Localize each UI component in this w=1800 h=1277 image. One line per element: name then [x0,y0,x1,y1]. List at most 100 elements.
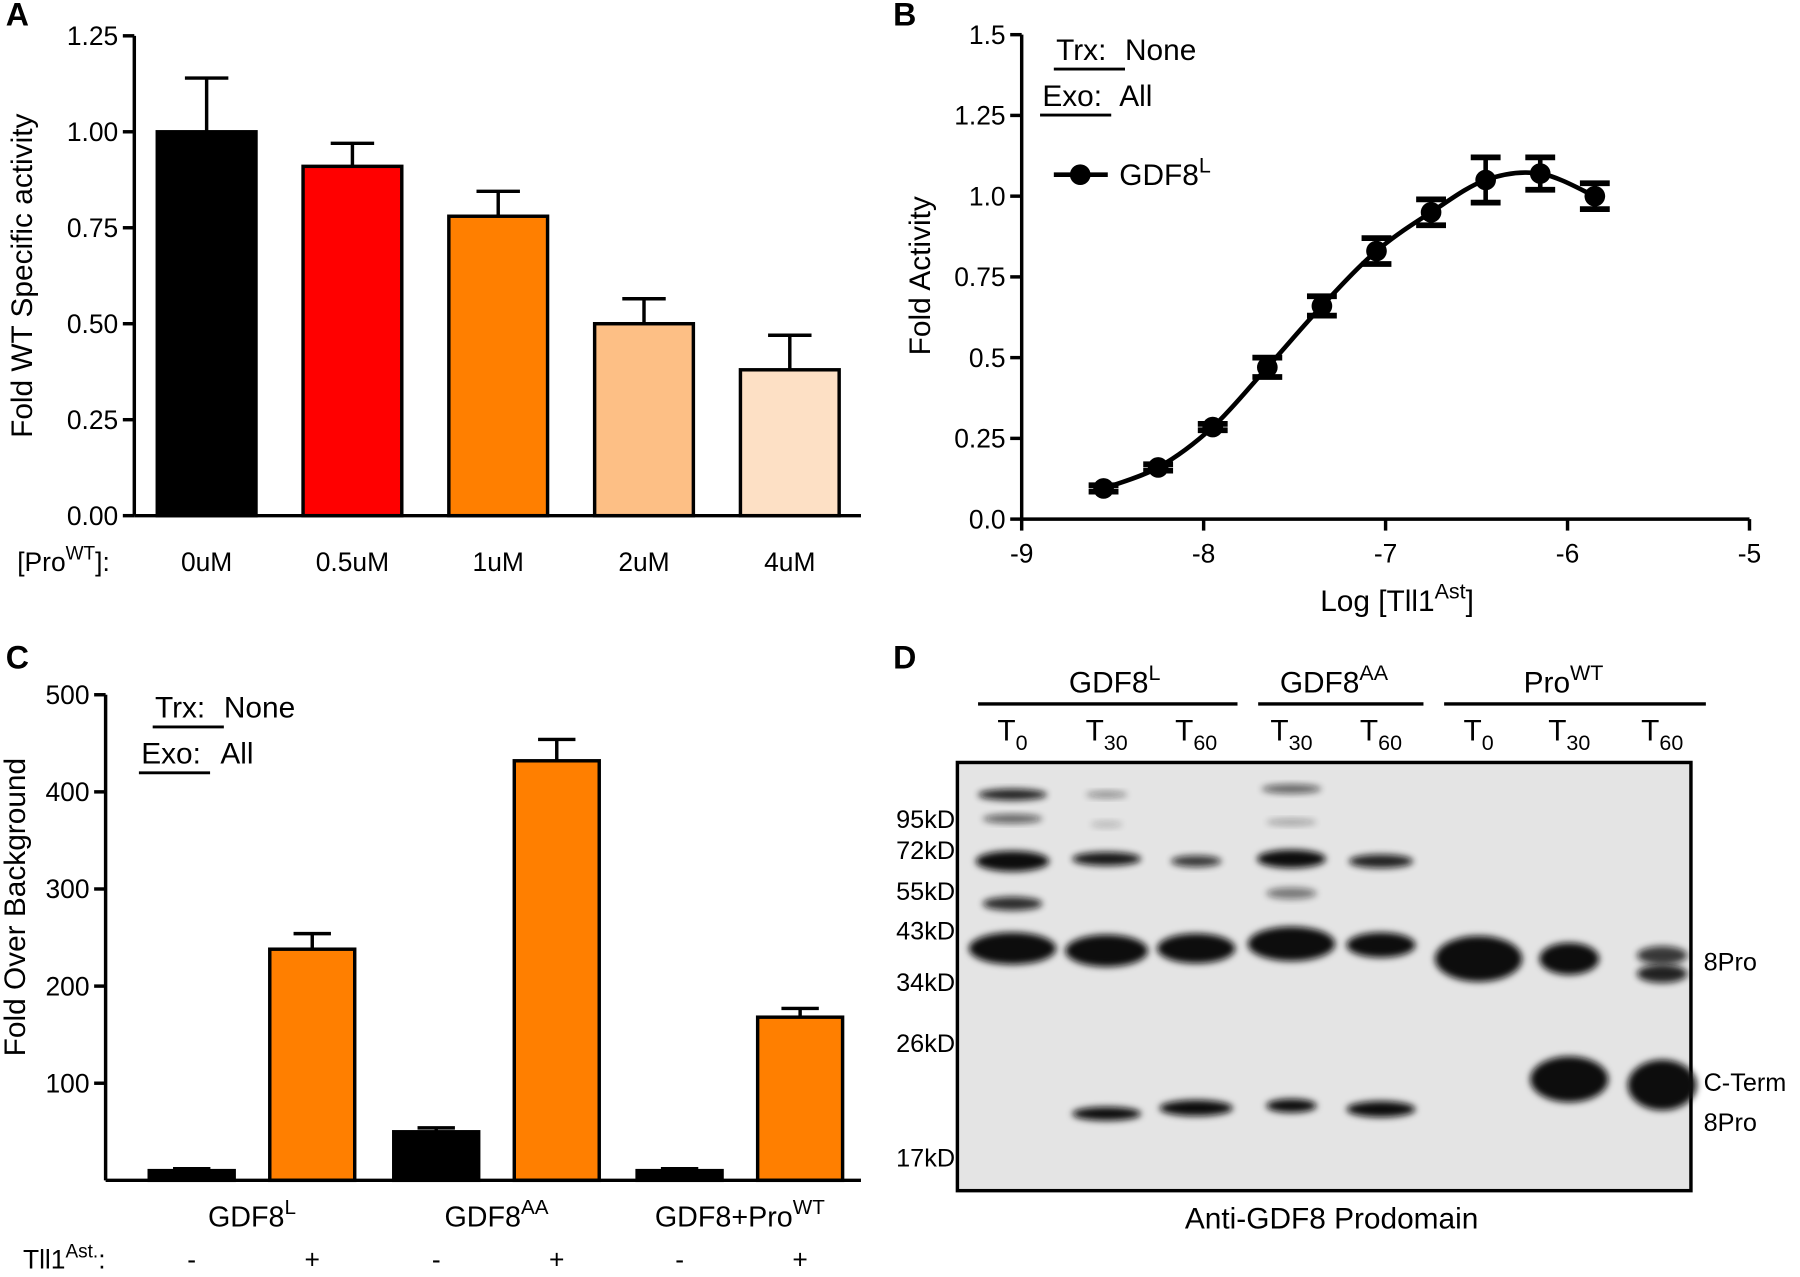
x-tick-label: - [187,1245,196,1275]
group-label: GDF8+ProWT [655,1196,825,1233]
blot-band [1346,932,1416,958]
annotation-text: All [1119,80,1152,113]
point [1256,356,1278,378]
y-tick-label: 300 [45,874,89,904]
band-label: 8Pro [1704,1109,1757,1137]
marker-label: 43kD [896,917,955,945]
marker-label: 17kD [896,1145,955,1173]
blot-band [1636,964,1688,983]
group-label-part: AA [1359,661,1388,685]
annotation-key: Exo: [1042,80,1102,113]
blot-band [1247,926,1336,962]
group-label: GDF8AA [1280,661,1389,700]
blot-band [982,814,1043,824]
marker-label: 72kD [896,837,955,865]
legend-marker [1069,164,1091,186]
blot-band [1627,1059,1697,1111]
lane-label-part: T [1360,715,1378,748]
point [1366,240,1387,262]
blot-band [1159,1099,1233,1117]
blot-band [1085,791,1128,799]
group-label-part: GDF8 [1280,666,1360,699]
lane-label-part: T [1463,715,1481,748]
blot-band [1346,1101,1416,1118]
blot-band [1266,818,1317,826]
lane-label-part: T [1086,715,1104,748]
x-prefix-part: [Pro [17,547,65,577]
bar [755,1015,845,1183]
group-label: GDF8L [208,1196,296,1233]
lane-label-part: T [1641,715,1659,748]
point [1420,201,1442,223]
x-tick-label: -5 [1738,539,1761,569]
y-tick-label: 500 [45,680,89,710]
blot-band [1530,1056,1609,1103]
legend-label: GDF8L [1119,154,1211,193]
blot-band [975,850,1050,872]
blot-band [968,932,1057,965]
x-tick-label: + [305,1245,320,1275]
y-tick-label: 0.00 [67,501,118,531]
blot-frame [955,760,1693,1193]
group-label-part: L [284,1196,296,1219]
y-axis-label: Fold WT Specific activity [6,114,39,438]
lane-label-part: 60 [1378,731,1402,755]
x-prefix: Tll1Ast.: [23,1242,106,1275]
x-tick-label: + [549,1245,564,1275]
blot-band [1170,855,1222,867]
group-label: GDF8AA [444,1196,548,1233]
y-tick-label: 1.5 [969,20,1006,50]
annotation-key: Trx: [155,692,205,725]
panel-label: D [893,639,916,675]
y-tick-label: 1.0 [969,181,1006,211]
lane-label-part: 30 [1289,731,1313,755]
x-tick-label: 4uM [764,547,815,577]
point [1093,478,1114,499]
x-tick-label: -7 [1374,539,1397,569]
y-tick-label: 0.0 [969,504,1006,534]
bar [301,164,404,518]
point [1475,169,1496,191]
y-tick-label: 200 [45,971,89,1001]
panel-label: C [6,639,29,675]
lane-label-part: T [1548,715,1566,748]
y-tick-label: 1.00 [67,117,118,147]
bar [447,214,550,518]
lane-label: T30 [1270,715,1312,756]
blot-band [1261,784,1322,794]
group-label-part: GDF8 [1069,666,1149,699]
y-tick-label: 100 [45,1068,89,1098]
x-prefix-part: Tll1 [23,1245,66,1275]
lane-label: T30 [1548,715,1590,756]
bar [268,947,357,1183]
blot-band [1072,1106,1142,1121]
group-label-part: WT [1570,661,1603,685]
bar [592,322,696,518]
annotation-text: All [220,738,253,771]
lane-label-part: 0 [1482,731,1494,755]
x-tick-label: + [792,1245,807,1275]
lane-label: T30 [1086,715,1128,756]
blot-band [1434,935,1523,982]
lane-label: T0 [1463,715,1493,756]
legend-label-part: GDF8 [1119,159,1199,192]
bar [392,1130,481,1183]
bar [738,368,841,518]
lane-label: T60 [1175,715,1217,756]
x-tick-label: 0uM [181,547,232,577]
lane-label: T60 [1360,715,1402,756]
lane-label-part: 30 [1104,731,1128,755]
band-label: C-Term [1704,1069,1787,1097]
blot-band [1266,887,1317,900]
x-prefix-part: ]: [95,547,110,577]
group-label-part: AA [521,1196,549,1219]
x-tick-label: 2uM [618,547,669,577]
y-tick-label: 0.25 [954,424,1005,454]
annotation-key: Exo: [141,738,201,771]
lane-label-part: 30 [1566,731,1590,755]
blot-band [1636,946,1688,965]
lane-label: T60 [1641,715,1683,756]
blot-band [1065,934,1148,967]
x-prefix-part: : [98,1245,105,1275]
y-axis-label: Fold Over Background [0,758,32,1056]
